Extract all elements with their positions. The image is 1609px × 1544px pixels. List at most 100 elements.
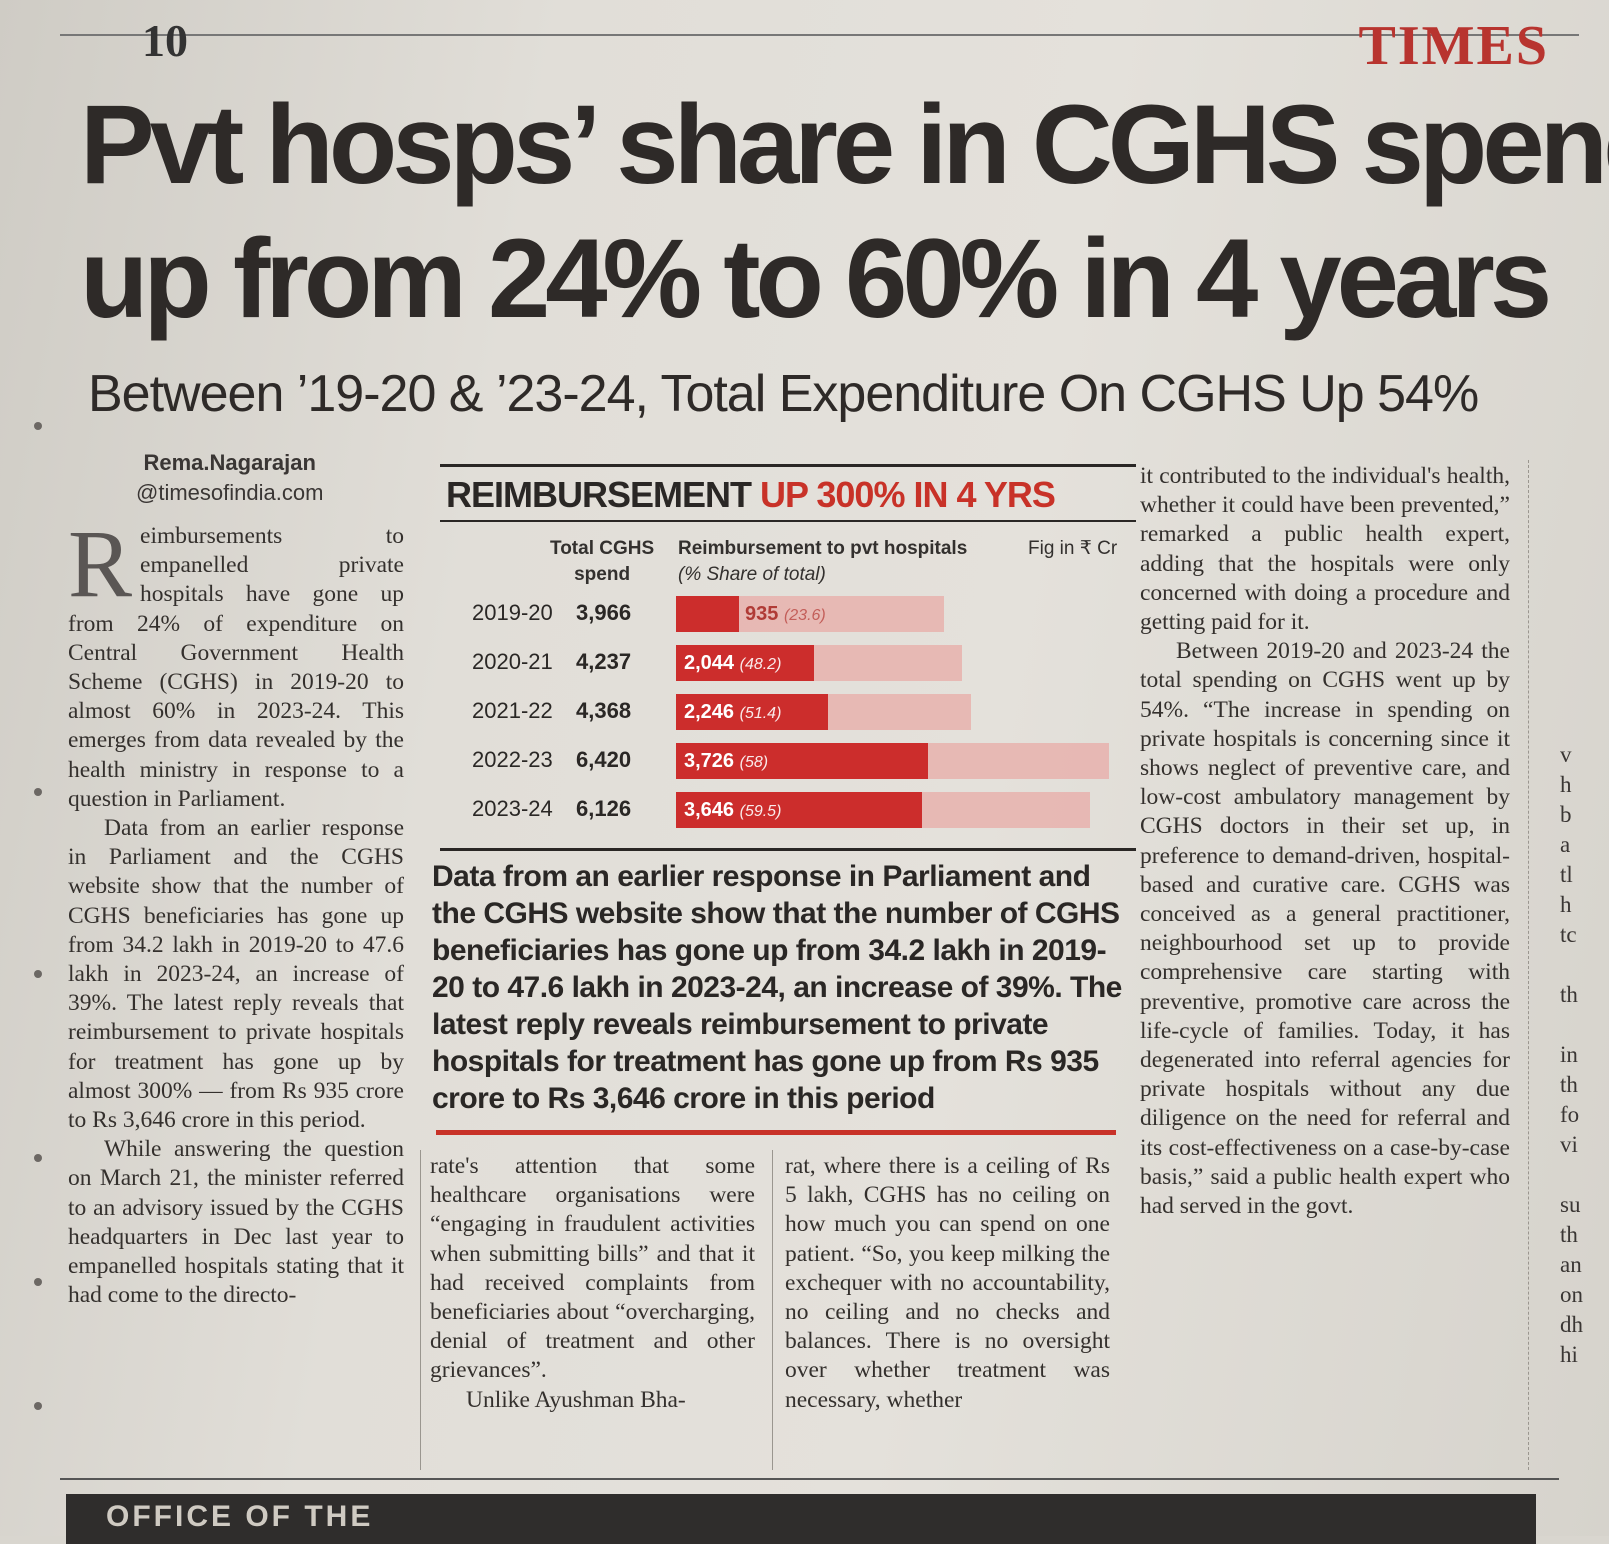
edge-fragment: vi: [1560, 1132, 1578, 1157]
total-spend-value: 6,420: [576, 747, 632, 772]
edge-fragment: dh: [1560, 1312, 1583, 1337]
reimbursement-chart: REIMBURSEMENT UP 300% IN 4 YRS Total CGH…: [440, 462, 1136, 854]
edge-fragment: on: [1560, 1282, 1583, 1307]
column-header-reimbursement-line2: (% Share of total): [678, 564, 826, 585]
chart-title-main: REIMBURSEMENT: [446, 474, 752, 515]
reimbursement-value-label: 3,646 (59.5): [684, 792, 781, 830]
body-paragraph: Unlike Ayushman Bha-: [466, 1386, 686, 1413]
reimbursement-value-label: 935 (23.6): [745, 596, 826, 634]
bottom-rule: [60, 1478, 1559, 1480]
margin-mark: [34, 788, 42, 796]
margin-mark: [34, 1402, 42, 1410]
edge-fragment: fo: [1560, 1102, 1580, 1127]
edge-fragment: [1560, 1010, 1583, 1040]
column-header-total: Total CGHS spend: [550, 536, 654, 588]
page-number: 10: [142, 15, 188, 66]
edge-fragment: h: [1560, 772, 1572, 797]
deck: Between ’19-20 & ’23-24, Total Expenditu…: [88, 365, 1479, 423]
reimbursement-value: 3,726: [684, 750, 740, 772]
edge-fragment: in: [1560, 1042, 1578, 1067]
byline-name: Rema.Nagarajan: [143, 450, 316, 475]
year-label: 2021-22: [472, 698, 553, 723]
edge-fragment: h: [1560, 892, 1572, 917]
edge-fragment: tl: [1560, 862, 1573, 887]
share-percent: (59.5): [739, 803, 782, 820]
next-story-banner: OFFICE OF THE: [66, 1494, 1536, 1544]
column-divider: [772, 1150, 773, 1470]
year-label: 2022-23: [472, 747, 553, 772]
column-divider: [1528, 460, 1529, 1470]
body-column-3: rat, where there is a ceiling of Rs 5 la…: [785, 1152, 1110, 1415]
share-percent: (51.4): [739, 705, 782, 722]
reimbursement-value: 2,246: [684, 701, 740, 723]
margin-mark: [34, 970, 42, 978]
reimbursement-value: 2,044: [684, 652, 740, 674]
body-paragraph: rat, where there is a ceiling of Rs 5 la…: [785, 1153, 1110, 1413]
year-label: 2020-21: [472, 649, 553, 674]
chart-bottom-rule: [440, 848, 1136, 851]
share-percent: (58): [739, 754, 769, 771]
total-spend-value: 3,966: [576, 600, 632, 625]
top-rule: 10 TIMES: [60, 15, 1579, 77]
edge-fragment: th: [1560, 1222, 1578, 1247]
edge-fragment: [1560, 1160, 1583, 1190]
reimbursement-bar: [676, 596, 739, 632]
total-spend-value: 4,368: [576, 698, 632, 723]
column-header-total-line2: spend: [574, 564, 631, 585]
body-paragraph: it contributed to the individual's healt…: [1140, 463, 1510, 636]
total-spend-value: 6,126: [576, 796, 632, 821]
body-column-2: rate's attention that some healthcare or…: [430, 1152, 755, 1415]
edge-fragment: an: [1560, 1252, 1582, 1277]
drop-cap: R: [68, 510, 133, 617]
edge-fragment: [1560, 950, 1583, 980]
adjacent-column-fragments: v h b a tl h tc th in th fo vi su th an on dh hi: [1560, 740, 1583, 1370]
pullquote: Data from an earlier response in Parliam…: [432, 860, 1122, 1115]
column-header-reimbursement-line1: Reimbursement to pvt hospitals: [678, 538, 968, 559]
chart-title-rule: [440, 520, 1136, 522]
body-column-4: it contributed to the individual's healt…: [1140, 462, 1510, 1221]
reimbursement-value-label: 3,726 (58): [684, 743, 768, 781]
chart-title-highlight: UP 300% IN 4 YRS: [760, 474, 1056, 515]
edge-fragment: a: [1560, 832, 1571, 857]
edge-fragment: b: [1560, 802, 1572, 827]
column-header-total-line1: Total CGHS: [550, 538, 655, 559]
margin-mark: [34, 1278, 42, 1286]
reimbursement-value: 935: [745, 603, 784, 625]
headline: Pvt hosps’ share in CGHS spend up from 2…: [80, 78, 1609, 346]
edge-fragment: hi: [1560, 1342, 1578, 1367]
reimbursement-bar: [676, 694, 828, 730]
unit-note: Fig in ₹ Cr: [1028, 538, 1118, 559]
body-paragraph: Data from an earlier response in Parliam…: [68, 815, 404, 1134]
reimbursement-value-label: 2,044 (48.2): [684, 645, 781, 683]
reimbursement-value: 3,646: [684, 799, 740, 821]
column-divider: [420, 1150, 421, 1470]
body-paragraph: rate's attention that some healthcare or…: [430, 1153, 755, 1384]
year-label: 2019-20: [472, 600, 553, 625]
edge-fragment: th: [1560, 1072, 1578, 1097]
masthead: TIMES: [1358, 15, 1549, 77]
chart-top-rule: [440, 464, 1136, 467]
margin-mark: [34, 1154, 42, 1162]
byline: Rema.Nagarajan @timesofindia.com: [136, 448, 323, 508]
reimbursement-bar: [676, 645, 814, 681]
edge-fragment: tc: [1560, 922, 1577, 947]
share-percent: (48.2): [739, 656, 782, 673]
year-label: 2023-24: [472, 796, 553, 821]
column-header-reimbursement: Reimbursement to pvt hospitals (% Share …: [678, 536, 967, 588]
total-spend-value: 4,237: [576, 649, 632, 674]
margin-mark: [34, 422, 42, 430]
headline-line-2: up from 24% to 60% in 4 years: [80, 216, 1552, 341]
reimbursement-value-label: 2,246 (51.4): [684, 694, 781, 732]
reimbursement-bar: [676, 792, 922, 828]
edge-fragment: th: [1560, 982, 1578, 1007]
chart-title: REIMBURSEMENT UP 300% IN 4 YRS: [446, 474, 1056, 516]
body-paragraph: Between 2019-20 and 2023-24 the total sp…: [1140, 638, 1510, 1220]
body-paragraph: eimbursements to empanelled private hosp…: [68, 523, 404, 812]
pullquote-rule: [436, 1130, 1116, 1135]
reimbursement-bar: [676, 743, 928, 779]
edge-fragment: v: [1560, 742, 1572, 767]
share-percent: (23.6): [783, 607, 826, 624]
body-paragraph: While answering the question on March 21…: [68, 1136, 404, 1309]
